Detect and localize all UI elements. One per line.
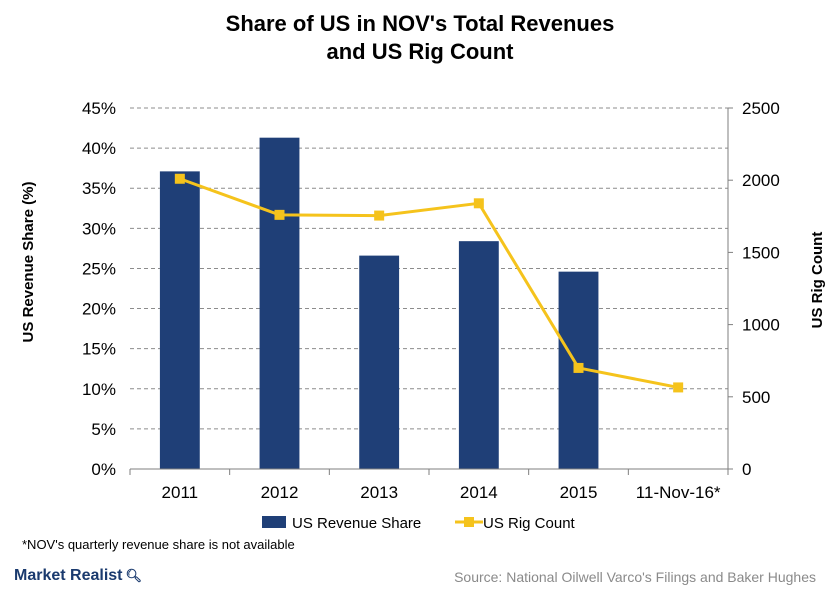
brand-name: Market Realist [14, 567, 123, 584]
y-right-tick-label: 1000 [742, 316, 780, 335]
y-left-axis-label: US Revenue Share (%) [20, 182, 37, 343]
x-tick-label: 2013 [360, 483, 398, 502]
source-note: Source: National Oilwell Varco's Filings… [454, 569, 816, 585]
point-us-rig-count [473, 198, 484, 209]
y-right-tick-label: 2500 [742, 99, 780, 118]
y-right-axis-label: US Rig Count [809, 232, 826, 329]
axes: 0% 5% 10% 15% 20% 25% 30% 35% 40% 45% 0 500 1000 1500… [82, 99, 780, 502]
y-left-tick-label: 0% [91, 460, 116, 479]
y-left-tick-label: 25% [82, 259, 116, 278]
y-left-tick-label: 30% [82, 219, 116, 238]
bar-series [159, 137, 599, 469]
y-left-tick-label: 10% [82, 380, 116, 399]
chart-plot: 0% 5% 10% 15% 20% 25% 30% 35% 40% 45% 0 500 1000 1500… [20, 99, 826, 532]
chart-title: Share of US in NOV's Total Revenues and … [0, 10, 840, 66]
x-tick-label: 2012 [261, 483, 299, 502]
y-right-tick-label: 2000 [742, 171, 780, 190]
y-left-tick-label: 15% [82, 340, 116, 359]
bar-us-revenue-share [259, 137, 300, 469]
bar-us-revenue-share [458, 241, 499, 469]
chart-title-line-1: Share of US in NOV's Total Revenues [225, 11, 615, 36]
y-left-tick-label: 20% [82, 300, 116, 319]
magnifier-icon: 🔍︎ [125, 568, 143, 583]
point-us-rig-count [374, 210, 385, 221]
y-left-tick-label: 5% [91, 420, 116, 439]
x-tick-label: 11-Nov-16* [636, 483, 721, 502]
point-us-rig-count [573, 362, 584, 373]
legend-swatch-bar [262, 516, 286, 528]
legend: US Revenue Share US Rig Count [262, 515, 576, 532]
y-right-tick-label: 0 [742, 460, 751, 479]
legend-label-line: US Rig Count [483, 515, 576, 532]
point-us-rig-count [174, 173, 185, 184]
legend-swatch-marker [464, 517, 474, 527]
x-tick-label: 2014 [460, 483, 498, 502]
y-right-tick-label: 1500 [742, 243, 780, 262]
x-tick-label: 2011 [162, 483, 199, 502]
y-left-tick-label: 40% [82, 139, 116, 158]
line-series [174, 173, 684, 393]
chart-title-line-2: and US Rig Count [326, 39, 514, 64]
gridlines [130, 107, 728, 430]
footnote: *NOV's quarterly revenue share is not av… [22, 537, 295, 552]
y-left-tick-label: 35% [82, 179, 116, 198]
y-right-tick-label: 500 [742, 388, 770, 407]
line-us-rig-count [179, 177, 679, 389]
brand-logo: Market Realist 🔍︎ [14, 567, 142, 585]
bar-us-revenue-share [159, 171, 200, 469]
bar-us-revenue-share [359, 255, 400, 469]
point-us-rig-count [274, 209, 285, 220]
y-left-tick-label: 45% [82, 99, 116, 118]
point-us-rig-count [673, 382, 684, 393]
x-tick-label: 2015 [560, 483, 598, 502]
legend-label-bar: US Revenue Share [292, 515, 421, 532]
